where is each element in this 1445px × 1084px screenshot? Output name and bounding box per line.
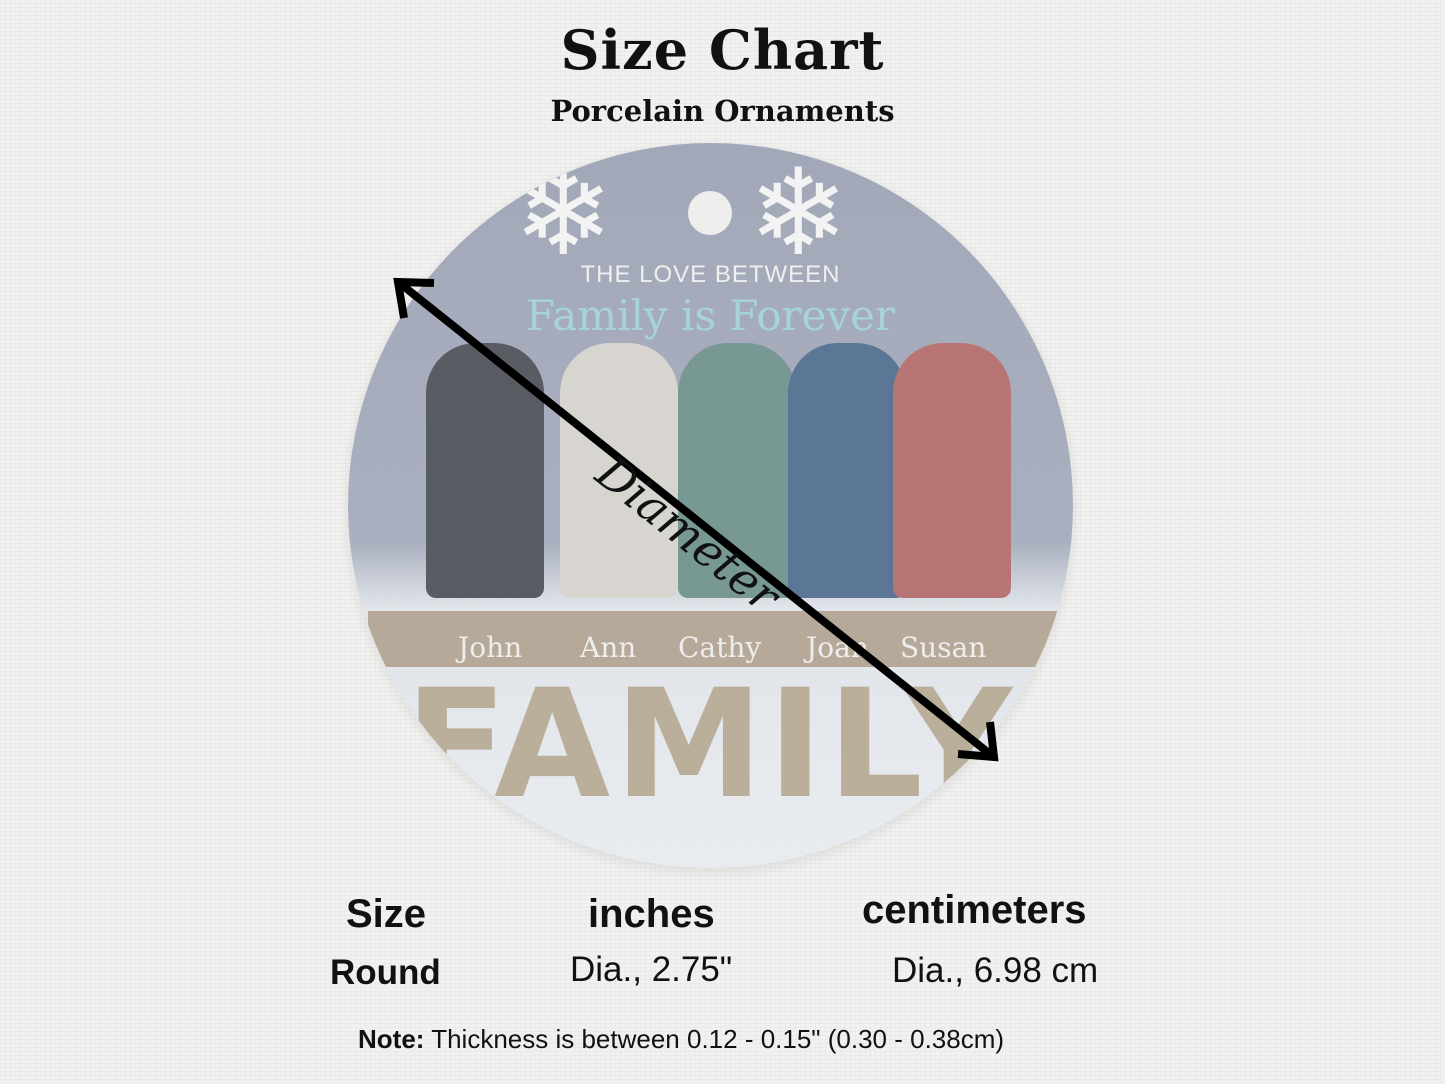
snowflake-icon: ❄	[513, 146, 614, 280]
note-text: Thickness is between 0.12 - 0.15" (0.30 …	[431, 1024, 1005, 1054]
centimeters-header: centimeters	[862, 888, 1087, 932]
ornament-name: Ann	[580, 631, 637, 664]
thickness-note: Note: Thickness is between 0.12 - 0.15" …	[358, 1024, 1004, 1055]
ornament-name: Cathy	[678, 631, 762, 664]
snowflake-icon: ❄	[748, 146, 849, 280]
bench	[368, 611, 1058, 667]
ornament-text-top: THE LOVE BETWEEN	[580, 261, 841, 288]
note-label: Note:	[358, 1024, 425, 1054]
figure	[893, 343, 1011, 598]
page-subtitle: Porcelain Ornaments	[550, 94, 895, 128]
ornament-image: ❄ ❄ THE LOVE BETWEEN Family is Forever J…	[348, 143, 1073, 868]
inches-value: Dia., 2.75"	[570, 950, 733, 989]
size-value: Round	[330, 953, 441, 992]
figure	[560, 343, 678, 598]
ornament-name: Susan	[900, 631, 987, 664]
figure	[788, 343, 906, 598]
size-header: Size	[346, 892, 427, 936]
hanging-hole	[688, 191, 732, 235]
ornament-text-main: Family is Forever	[525, 291, 896, 340]
page-title: Size Chart	[560, 18, 885, 82]
inches-header: inches	[588, 892, 715, 936]
centimeters-value: Dia., 6.98 cm	[892, 951, 1099, 990]
ornament-name: John	[458, 631, 523, 664]
